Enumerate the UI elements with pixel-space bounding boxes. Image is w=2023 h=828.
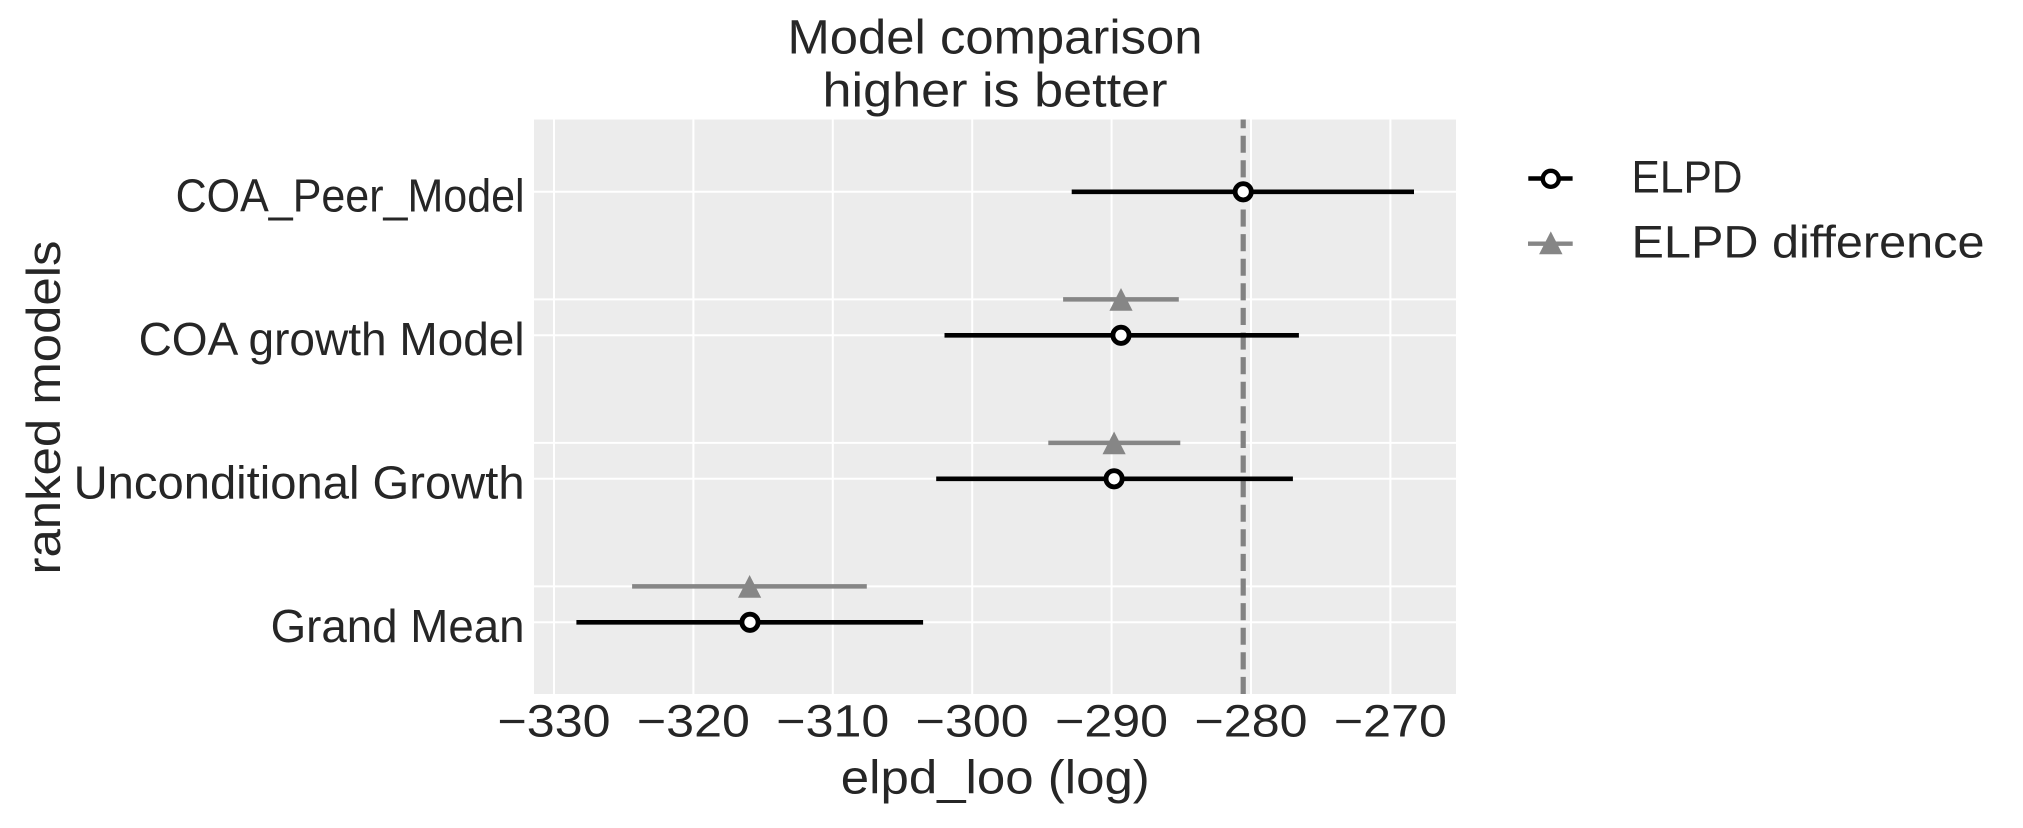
svg-text:COA_Peer_Model: COA_Peer_Model [176,169,525,221]
svg-text:higher is better: higher is better [823,65,1168,118]
svg-text:−290: −290 [1055,695,1168,746]
svg-text:−330: −330 [498,695,611,746]
svg-text:−310: −310 [776,695,889,746]
svg-text:−270: −270 [1334,695,1447,746]
svg-text:Unconditional Growth: Unconditional Growth [74,456,525,508]
svg-text:−280: −280 [1195,695,1308,746]
svg-text:ranked models: ranked models [17,241,70,575]
svg-text:Model comparison: Model comparison [788,12,1203,65]
svg-text:elpd_loo (log): elpd_loo (log) [841,750,1150,803]
svg-text:ELPD difference: ELPD difference [1632,216,1985,267]
svg-text:ELPD: ELPD [1632,152,1743,203]
svg-text:−300: −300 [916,695,1029,746]
svg-text:COA growth Model: COA growth Model [139,313,525,365]
svg-text:−320: −320 [637,695,750,746]
svg-text:Grand Mean: Grand Mean [271,600,525,652]
